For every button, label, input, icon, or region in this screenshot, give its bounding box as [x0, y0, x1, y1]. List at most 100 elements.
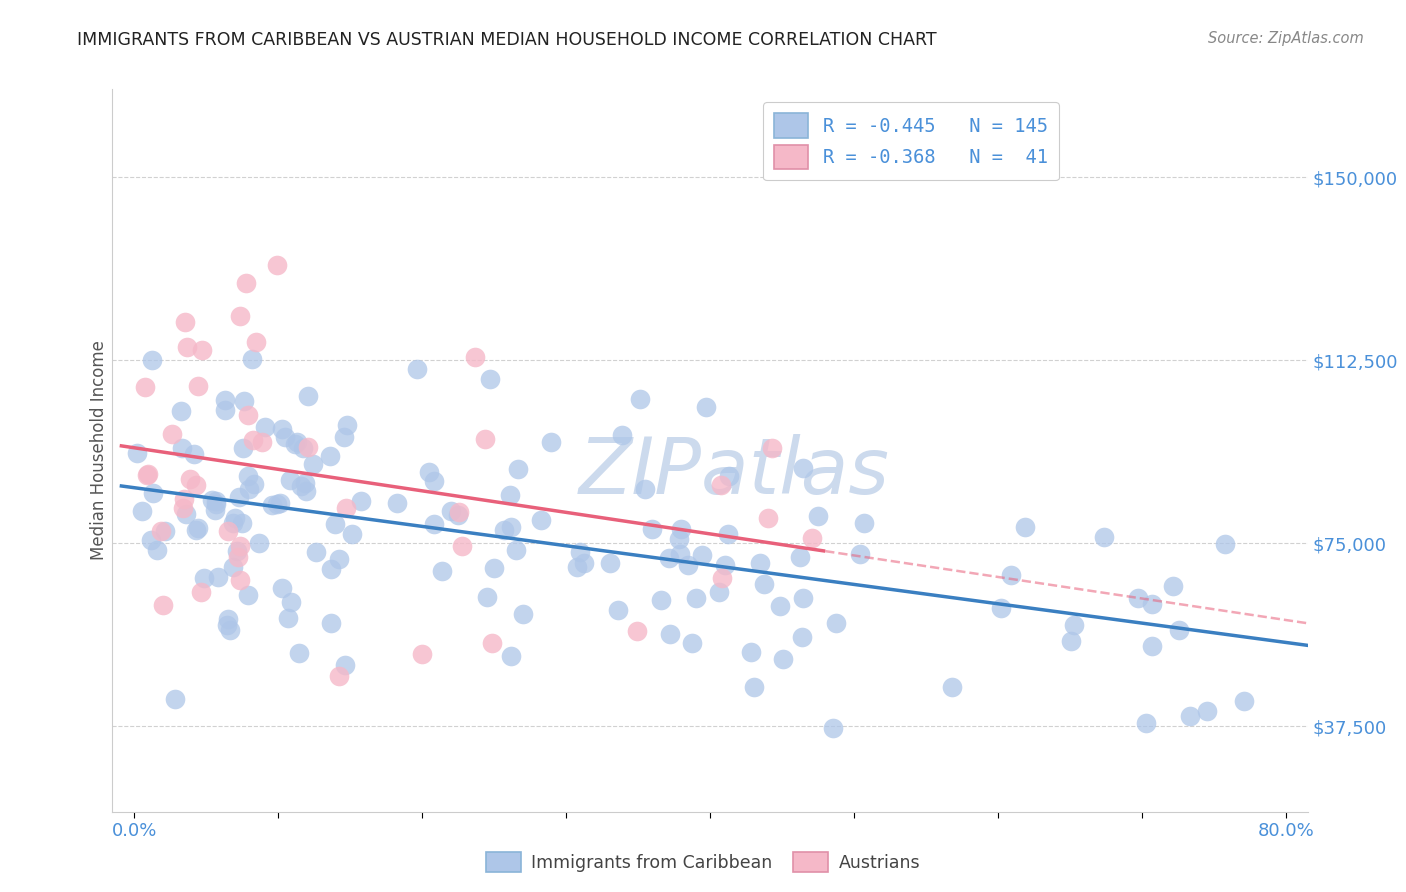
- Point: [1000, 568, 1022, 582]
- Point: [718, 468, 741, 483]
- Point: [1092, 530, 1115, 544]
- Point: [499, 488, 522, 502]
- Point: [228, 310, 250, 324]
- Point: [790, 630, 813, 644]
- Point: [1060, 633, 1083, 648]
- Point: [269, 496, 291, 510]
- Point: [385, 496, 408, 510]
- Point: [711, 571, 734, 585]
- Point: [990, 601, 1012, 615]
- Point: [789, 550, 811, 565]
- Point: [769, 599, 792, 613]
- Point: [219, 624, 242, 638]
- Point: [152, 599, 174, 613]
- Point: [574, 556, 596, 570]
- Point: [229, 573, 252, 587]
- Point: [540, 435, 562, 450]
- Point: [285, 435, 308, 450]
- Point: [266, 258, 288, 272]
- Point: [658, 551, 681, 566]
- Point: [135, 468, 157, 483]
- Point: [333, 430, 356, 444]
- Point: [754, 576, 776, 591]
- Point: [270, 422, 292, 436]
- Point: [501, 519, 523, 533]
- Point: [772, 652, 794, 666]
- Text: Source: ZipAtlas.com: Source: ZipAtlas.com: [1208, 31, 1364, 46]
- Point: [668, 532, 690, 546]
- Legend: Immigrants from Caribbean, Austrians: Immigrants from Caribbean, Austrians: [479, 845, 927, 879]
- Point: [464, 350, 486, 364]
- Point: [319, 449, 342, 463]
- Point: [235, 276, 257, 290]
- Point: [226, 549, 249, 564]
- Point: [266, 497, 288, 511]
- Point: [650, 592, 672, 607]
- Point: [224, 511, 246, 525]
- Point: [492, 523, 515, 537]
- Point: [232, 393, 254, 408]
- Point: [131, 504, 153, 518]
- Point: [222, 516, 245, 530]
- Point: [278, 473, 301, 487]
- Point: [481, 635, 503, 649]
- Point: [217, 524, 239, 539]
- Point: [172, 442, 194, 456]
- Point: [792, 460, 814, 475]
- Point: [247, 535, 270, 549]
- Point: [253, 420, 276, 434]
- Point: [671, 522, 693, 536]
- Point: [250, 435, 273, 450]
- Point: [418, 465, 440, 479]
- Point: [238, 482, 260, 496]
- Point: [173, 492, 195, 507]
- Point: [215, 618, 238, 632]
- Point: [690, 548, 713, 562]
- Point: [740, 644, 762, 658]
- Point: [342, 527, 364, 541]
- Point: [172, 500, 194, 515]
- Point: [155, 524, 177, 538]
- Point: [478, 371, 501, 385]
- Point: [350, 493, 373, 508]
- Point: [1014, 520, 1036, 534]
- Point: [941, 680, 963, 694]
- Point: [173, 315, 195, 329]
- Point: [612, 428, 634, 442]
- Point: [190, 585, 212, 599]
- Point: [626, 624, 648, 638]
- Point: [139, 533, 162, 548]
- Point: [482, 560, 505, 574]
- Point: [295, 484, 318, 499]
- Point: [145, 543, 167, 558]
- Point: [274, 430, 297, 444]
- Point: [225, 544, 247, 558]
- Point: [150, 524, 173, 538]
- Point: [184, 523, 207, 537]
- Point: [506, 461, 529, 475]
- Point: [756, 511, 779, 525]
- Point: [1063, 618, 1085, 632]
- Point: [179, 472, 201, 486]
- Point: [284, 436, 307, 450]
- Point: [134, 380, 156, 394]
- Point: [207, 570, 229, 584]
- Point: [1232, 694, 1254, 708]
- Point: [335, 501, 357, 516]
- Point: [501, 648, 523, 663]
- Point: [430, 564, 453, 578]
- Point: [744, 680, 766, 694]
- Point: [681, 636, 703, 650]
- Point: [668, 547, 690, 561]
- Point: [262, 498, 284, 512]
- Point: [607, 603, 630, 617]
- Point: [505, 543, 527, 558]
- Point: [142, 486, 165, 500]
- Point: [205, 494, 228, 508]
- Point: [297, 389, 319, 403]
- Point: [229, 539, 252, 553]
- Point: [447, 508, 470, 522]
- Point: [277, 611, 299, 625]
- Point: [183, 447, 205, 461]
- Point: [238, 409, 260, 423]
